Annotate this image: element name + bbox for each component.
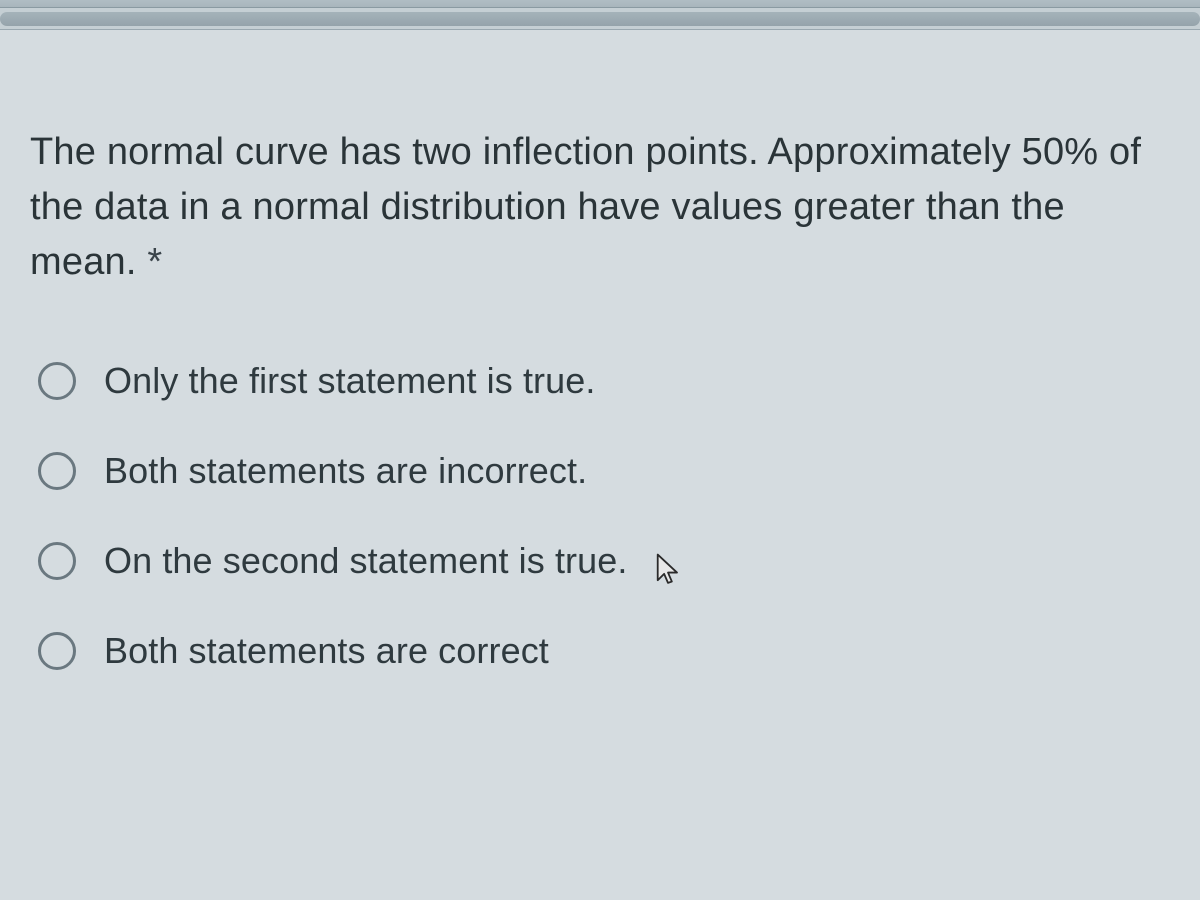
radio-option-label: Both statements are incorrect. bbox=[104, 450, 587, 492]
question-text-body: The normal curve has two inflection poin… bbox=[30, 131, 1141, 283]
radio-option-1[interactable]: Both statements are incorrect. bbox=[38, 450, 1170, 492]
radio-circle-icon bbox=[38, 362, 76, 400]
radio-option-3[interactable]: Both statements are correct bbox=[38, 630, 1170, 672]
window-top-bar bbox=[0, 0, 1200, 8]
radio-option-label: Only the first statement is true. bbox=[104, 360, 595, 402]
radio-option-label: On the second statement is true. bbox=[104, 540, 627, 582]
question-card: The normal curve has two inflection poin… bbox=[0, 30, 1200, 702]
radio-option-2[interactable]: On the second statement is true. bbox=[38, 540, 1170, 582]
horizontal-scrollbar-track[interactable] bbox=[0, 8, 1200, 30]
radio-option-label: Both statements are correct bbox=[104, 630, 549, 672]
required-asterisk: * bbox=[147, 241, 162, 283]
radio-option-0[interactable]: Only the first statement is true. bbox=[38, 360, 1170, 402]
radio-circle-icon bbox=[38, 452, 76, 490]
radio-options-list: Only the first statement is true. Both s… bbox=[30, 360, 1170, 672]
radio-circle-icon bbox=[38, 542, 76, 580]
horizontal-scrollbar-thumb[interactable] bbox=[0, 12, 1200, 26]
radio-circle-icon bbox=[38, 632, 76, 670]
question-prompt: The normal curve has two inflection poin… bbox=[30, 125, 1170, 290]
